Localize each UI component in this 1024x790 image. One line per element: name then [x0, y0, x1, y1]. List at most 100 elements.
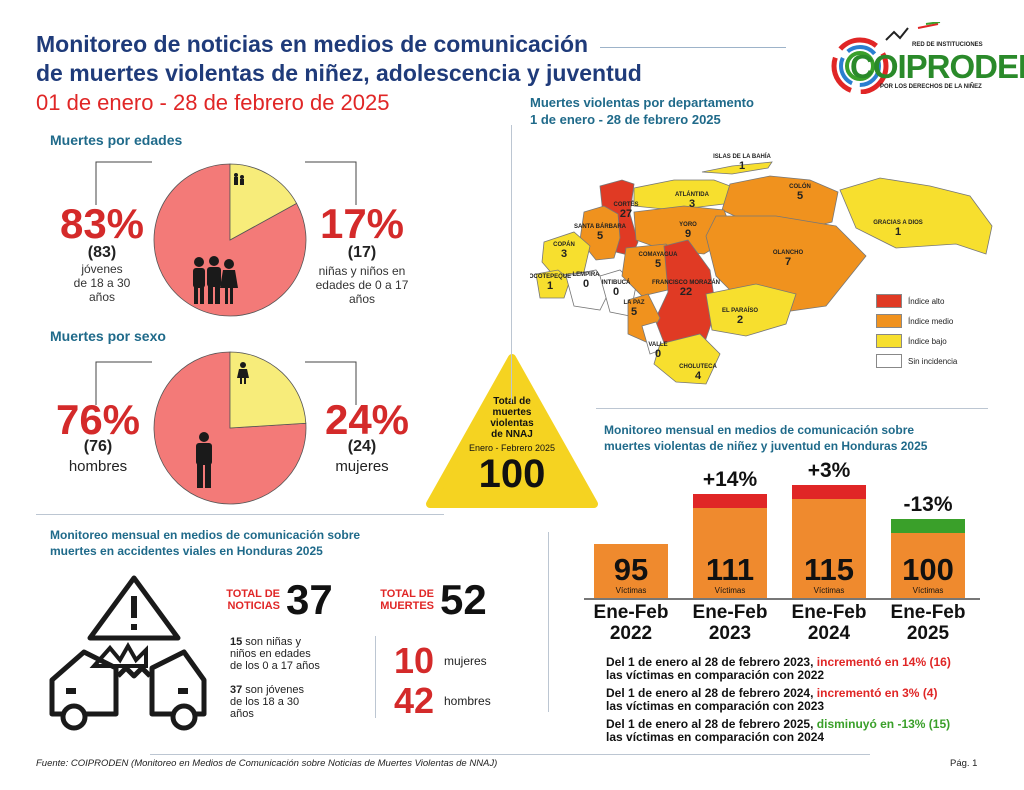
map-label-4: COLÓN: [789, 182, 811, 190]
bar-section-divider: [596, 408, 988, 409]
legend-swatch-1: [876, 294, 902, 308]
ages-right-desc-2: edades de 0 a 17: [315, 278, 409, 292]
map-label-14: FRANCISCO MORAZÁN: [652, 279, 720, 286]
map-value-17: 0: [655, 348, 661, 360]
bar-baseline: [584, 598, 980, 600]
sex-right-count: (24): [347, 438, 377, 455]
man-icon: [196, 432, 212, 488]
legend-swatch-3: [876, 334, 902, 348]
comparison-note-3: Del 1 de enero al 28 de febrero 2025, di…: [606, 717, 951, 744]
muertes-label-2: MUERTES: [380, 600, 434, 612]
kids-count: 15: [230, 636, 243, 648]
car-crash-icon: [49, 575, 207, 731]
total-label-1: Total de: [493, 396, 531, 407]
sex-right-percent: 24%: [324, 396, 410, 443]
coiproden-logo: RED DE INSTITUCIONES COIPRODEN POR LOS D…: [828, 21, 1024, 95]
bar-value-1: 95: [613, 552, 649, 587]
pie-sex-slice-2: [229, 351, 307, 429]
map-legend: Índice alto Índice medio Índice bajo Sin in…: [876, 294, 957, 374]
noticias-label: TOTAL DE NOTICIAS: [218, 588, 280, 612]
total-label-4: de NNAJ: [491, 429, 533, 440]
comparison-note-2: Del 1 de enero al 28 de febrero 2024, in…: [606, 686, 938, 713]
total-value: 100: [478, 452, 546, 496]
bar-change-label-3: +3%: [807, 459, 851, 482]
legend-swatch-2: [876, 314, 902, 328]
date-range: 01 de enero - 28 de febrero de 2025: [36, 90, 390, 115]
map-value-8: 3: [561, 248, 567, 260]
map-label-8: COPÁN: [553, 241, 575, 248]
title-line-1: Monitoreo de noticias en medios de comun…: [36, 31, 589, 57]
map-region-16: [705, 283, 797, 337]
bar-category-3: Ene-Feb 2024: [791, 602, 867, 644]
header-divider: [600, 47, 786, 48]
map-label-5: GRACIAS A DIOS: [873, 220, 923, 226]
legend-label-3: Índice bajo: [908, 336, 947, 346]
map-value-3: 3: [689, 198, 695, 210]
map-label-12: INTIBUCÁ: [602, 279, 631, 286]
map-label-13: COMAYAGUA: [639, 252, 679, 258]
pie-chart-ages: [153, 163, 307, 317]
map-label-1: ISLAS DE LA BAHÍA: [713, 152, 771, 160]
bar-change-cap-4: [891, 519, 965, 533]
pie-ages-slice-2: [229, 163, 298, 241]
bar-change-label-4: -13%: [903, 493, 953, 516]
roads-divider: [36, 514, 444, 515]
roads-heading-1: Monitoreo mensual en medios de comunicac…: [50, 528, 361, 542]
monthly-heading-1: Monitoreo mensual en medios de comunicac…: [604, 423, 915, 437]
ages-right-count: (17): [347, 244, 377, 261]
logo-top-text: RED DE INSTITUCIONES: [912, 42, 983, 48]
logo-bottom-text: POR LOS DERECHOS DE LA NIÑEZ: [880, 84, 982, 90]
map-value-1: 1: [739, 160, 745, 172]
kids-text-1: son niñas y: [242, 636, 301, 648]
map-value-7: 9: [685, 228, 691, 240]
ages-left-percent: 83%: [59, 200, 145, 247]
map-value-2: 27: [620, 208, 632, 220]
map-value-16: 2: [737, 314, 743, 326]
bar-change-cap-2: [693, 494, 767, 508]
noticias-value: 37: [286, 576, 333, 623]
map-label-9: OLANCHO: [773, 250, 804, 256]
bar-4: [891, 533, 965, 598]
bar-value-4: 100: [902, 552, 954, 587]
ages-left-desc: jóvenes de 18 a 30 años: [52, 262, 152, 304]
pie-chart-sex: [153, 351, 307, 505]
ages-heading: Muertes por edades: [50, 132, 183, 148]
map-value-18: 4: [695, 370, 702, 382]
bar-change-cap-3: [792, 485, 866, 499]
bar-unit-1: Víctimas: [615, 586, 647, 595]
bar-change-label-2: +14%: [702, 468, 758, 491]
sex-heading: Muertes por sexo: [50, 328, 166, 344]
bar-1: [594, 544, 668, 598]
footer-divider: [150, 754, 870, 755]
map-value-10: 1: [547, 280, 553, 292]
kids-note: 15 son niñas y niños en edades de los 0 …: [230, 636, 360, 672]
map-value-12: 0: [613, 286, 619, 298]
men-value: 42: [394, 680, 435, 721]
total-label-3: violentas: [490, 418, 534, 429]
map-heading: Muertes violentas por departamento 1 de …: [530, 94, 754, 128]
muertes-label: TOTAL DE MUERTES: [372, 588, 434, 612]
ages-left-desc-1: jóvenes: [81, 262, 123, 276]
map-region-10: [535, 269, 571, 299]
map-heading-2: 1 de enero - 28 de febrero 2025: [530, 112, 721, 127]
men-label: hombres: [444, 694, 491, 708]
roads-heading: Monitoreo mensual en medios de comunicac…: [50, 527, 360, 559]
map-value-4: 5: [797, 190, 803, 202]
bar-2: [693, 508, 767, 598]
ages-left-count: (83): [87, 244, 117, 261]
map-heading-1: Muertes violentas por departamento: [530, 95, 754, 110]
monthly-bar-chart: 95 Víctimas Ene-Feb 2022 +14% 111 Víctimas Ene-…: [580, 459, 1000, 650]
ages-left-desc-3: años: [88, 290, 116, 304]
sex-left-count: (76): [83, 438, 113, 455]
ages-right-desc-1: niñas y niños en: [318, 264, 406, 278]
map-label-6: SANTA BÁRBARA: [574, 223, 627, 230]
sex-right-desc: mujeres: [335, 458, 389, 475]
bar-value-2: 111: [705, 552, 755, 587]
sex-left-desc: hombres: [68, 458, 128, 475]
young-text-2: de los 18 a 30: [230, 696, 300, 708]
monthly-heading-2: muertes violentas de niñez y juventud en…: [604, 439, 928, 453]
noticias-label-1: TOTAL DE: [226, 588, 280, 600]
bar-unit-3: Víctimas: [813, 586, 845, 595]
total-period: Enero - Febrero 2025: [468, 443, 556, 453]
ages-right-desc-3: años: [348, 292, 376, 306]
